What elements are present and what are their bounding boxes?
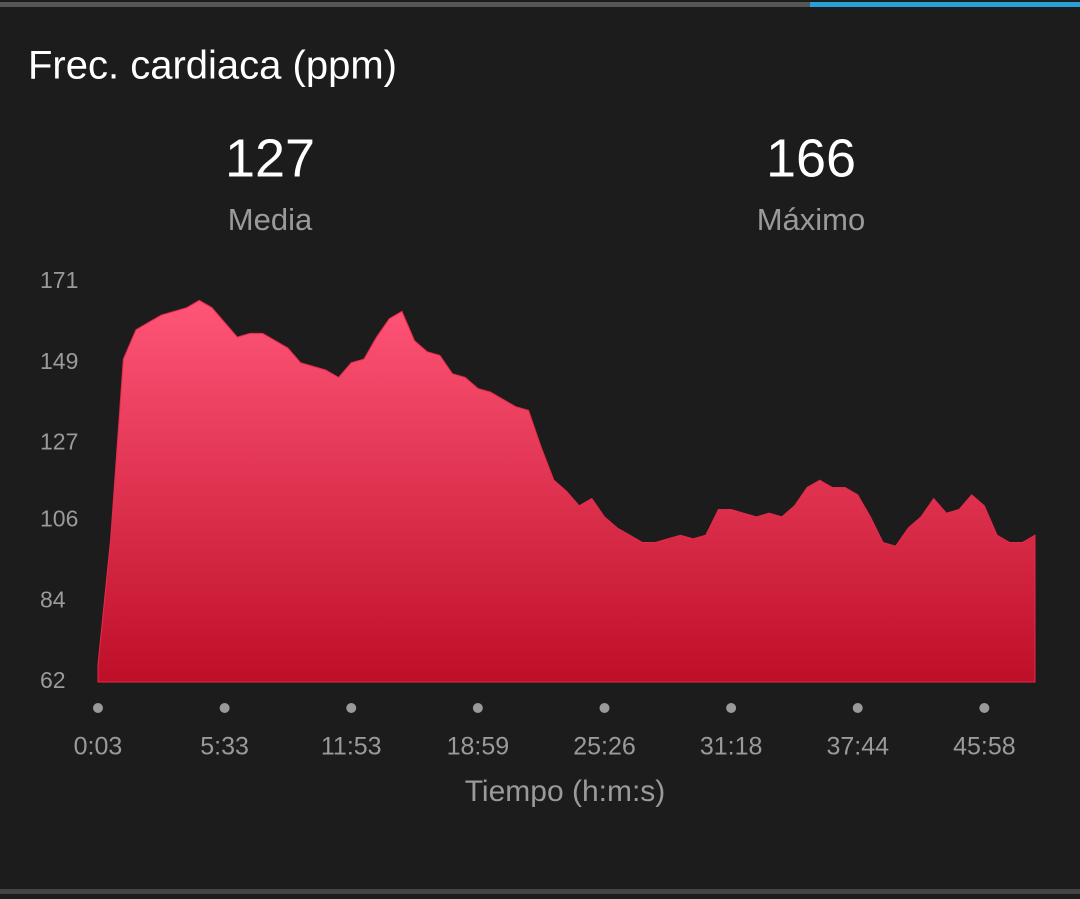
stat-label: Media [228,202,313,237]
x-tick-dot [346,703,357,713]
x-tick-dot [979,703,990,713]
x-tick-dot [93,703,103,713]
x-tick-label: 31:18 [700,733,763,761]
card-title: Frec. cardiaca (ppm) [28,44,397,88]
stat-value: 166 [766,128,856,188]
x-axis-title: Tiempo (h:m:s) [465,775,666,808]
bottom-border [0,889,1080,894]
stat-value: 127 [225,128,315,188]
x-tick-dot [599,703,610,713]
progress-indicator [810,2,1080,7]
x-tick-label: 18:59 [447,733,510,761]
x-tick-label: 11:53 [321,733,382,761]
heart-rate-area [97,299,1036,683]
stat-label: Máximo [757,202,866,237]
y-tick-label: 171 [40,267,78,293]
x-tick-dot [219,703,230,713]
x-tick-label: 25:26 [573,733,636,761]
x-tick-label: 45:58 [953,733,1016,761]
progress-track [0,2,810,7]
y-tick-label: 62 [40,667,66,693]
x-tick-dot [472,703,483,713]
x-tick-label: 0:03 [74,733,123,761]
y-tick-label: 149 [40,348,78,374]
x-tick-dot [852,703,863,713]
x-tick-label: 37:44 [826,733,889,761]
y-tick-label: 84 [40,586,66,612]
y-tick-label: 127 [40,429,78,455]
x-tick-label: 5:33 [200,733,249,761]
x-tick-dot [726,703,737,713]
y-tick-label: 106 [40,506,78,532]
